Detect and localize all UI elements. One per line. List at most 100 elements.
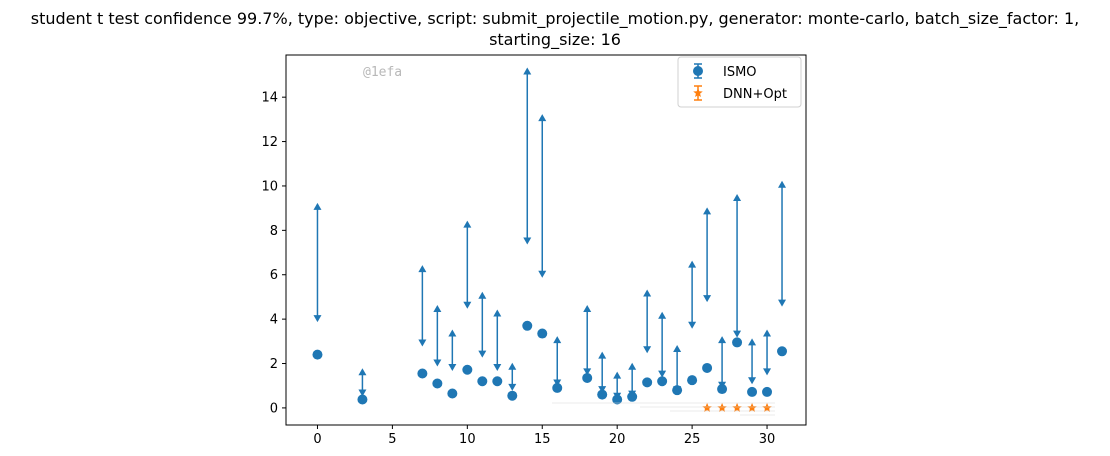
ismo-lower-caret xyxy=(478,350,487,358)
x-tick-label: 30 xyxy=(759,432,776,447)
legend: ISMO DNN+Opt xyxy=(677,56,802,108)
ismo-upper-caret xyxy=(523,67,532,75)
ismo-upper-caret xyxy=(358,368,367,376)
ismo-upper-caret xyxy=(463,220,472,228)
legend-label-dnn-opt: DNN+Opt xyxy=(723,87,787,102)
ismo-point xyxy=(627,391,638,402)
ismo-point xyxy=(702,362,713,373)
ismo-point xyxy=(507,390,518,401)
ismo-lower-caret xyxy=(433,359,442,367)
ismo-upper-caret xyxy=(538,114,547,122)
x-tick-label: 10 xyxy=(459,432,476,447)
ismo-point xyxy=(687,375,698,386)
ismo-upper-caret xyxy=(748,338,757,346)
y-tick-label: 10 xyxy=(261,179,278,194)
ismo-lower-caret xyxy=(418,339,427,347)
ismo-upper-caret xyxy=(433,305,442,313)
ismo-upper-caret xyxy=(613,371,622,379)
ismo-upper-caret xyxy=(763,329,772,337)
ismo-point xyxy=(477,376,488,387)
ismo-upper-caret xyxy=(733,194,742,202)
x-tick-label: 5 xyxy=(388,432,396,447)
ismo-point xyxy=(552,382,563,393)
ismo-lower-caret xyxy=(448,363,457,371)
ismo-upper-caret xyxy=(703,207,712,215)
ismo-upper-caret xyxy=(643,289,652,297)
ismo-lower-caret xyxy=(733,330,742,338)
ismo-point xyxy=(582,372,593,383)
ismo-upper-caret xyxy=(583,305,592,313)
ismo-upper-caret xyxy=(688,260,697,268)
ismo-upper-caret xyxy=(673,344,682,352)
ismo-point xyxy=(417,368,428,379)
dnn-opt-point xyxy=(717,402,727,412)
ismo-point xyxy=(642,377,653,388)
x-tick-label: 0 xyxy=(313,432,321,447)
ismo-lower-caret xyxy=(703,295,712,303)
ismo-upper-caret xyxy=(598,351,607,359)
ismo-lower-caret xyxy=(658,370,667,378)
y-tick-label: 8 xyxy=(270,224,278,239)
y-tick-label: 6 xyxy=(270,268,278,283)
ismo-point xyxy=(612,394,623,405)
y-tick-label: 2 xyxy=(270,357,278,372)
chart-title-line-1: student t test confidence 99.7%, type: o… xyxy=(31,9,1079,29)
legend-entry-dnn-opt: DNN+Opt xyxy=(693,85,787,102)
ismo-upper-caret xyxy=(448,329,457,337)
ismo-lower-caret xyxy=(643,346,652,354)
ismo-point xyxy=(447,388,458,399)
ismo-point xyxy=(717,384,728,395)
plot-area: 0 5 10 15 20 25 30 0 2 4 6 8 10 12 14 @1efa xyxy=(261,54,807,447)
legend-box xyxy=(677,56,802,108)
ismo-lower-caret xyxy=(763,368,772,376)
ismo-point xyxy=(672,385,683,396)
ismo-lower-caret xyxy=(358,389,367,397)
ismo-lower-caret xyxy=(508,383,517,391)
legend-entry-ismo: ISMO xyxy=(693,63,757,80)
ismo-point xyxy=(312,349,323,360)
ismo-point xyxy=(492,376,503,387)
dnn-opt-point xyxy=(762,402,772,412)
ismo-upper-caret xyxy=(478,291,487,299)
ismo-upper-caret xyxy=(718,336,727,344)
ismo-lower-caret xyxy=(463,301,472,309)
ismo-upper-caret xyxy=(553,336,562,344)
plot-frame xyxy=(285,54,807,426)
ismo-lower-caret xyxy=(688,321,697,329)
y-tick-label: 12 xyxy=(261,135,278,150)
ismo-lower-caret xyxy=(313,315,322,323)
axis-ticks: 0 5 10 15 20 25 30 0 2 4 6 8 10 12 14 xyxy=(261,91,775,447)
ismo-lower-caret xyxy=(583,368,592,376)
ismo-point xyxy=(432,378,443,389)
x-tick-label: 20 xyxy=(609,432,626,447)
ismo-lower-caret xyxy=(538,270,547,278)
y-tick-label: 14 xyxy=(261,91,278,106)
ismo-point xyxy=(357,394,368,405)
data-marks xyxy=(312,67,788,412)
dnn-opt-point xyxy=(732,402,742,412)
ismo-lower-caret xyxy=(778,299,787,307)
x-tick-label: 25 xyxy=(684,432,701,447)
ismo-upper-caret xyxy=(418,265,427,273)
ismo-upper-caret xyxy=(313,202,322,210)
ismo-point xyxy=(777,346,788,357)
ismo-point xyxy=(657,376,668,387)
dnn-opt-point xyxy=(747,402,757,412)
legend-marker-dnn-opt xyxy=(693,88,703,98)
ismo-upper-caret xyxy=(628,362,637,370)
y-tick-label: 0 xyxy=(270,401,278,416)
ismo-point xyxy=(462,364,473,375)
watermark: @1efa xyxy=(363,65,402,80)
legend-label-ismo: ISMO xyxy=(723,65,757,80)
ismo-lower-caret xyxy=(493,363,502,371)
dnn-opt-point xyxy=(702,402,712,412)
y-tick-label: 4 xyxy=(270,313,278,328)
ismo-point xyxy=(762,386,773,397)
x-tick-label: 15 xyxy=(534,432,551,447)
ismo-point xyxy=(522,320,533,331)
ismo-upper-caret xyxy=(778,180,787,188)
ismo-point xyxy=(747,386,758,397)
ismo-upper-caret xyxy=(658,311,667,319)
legend-marker-ismo xyxy=(693,66,703,76)
